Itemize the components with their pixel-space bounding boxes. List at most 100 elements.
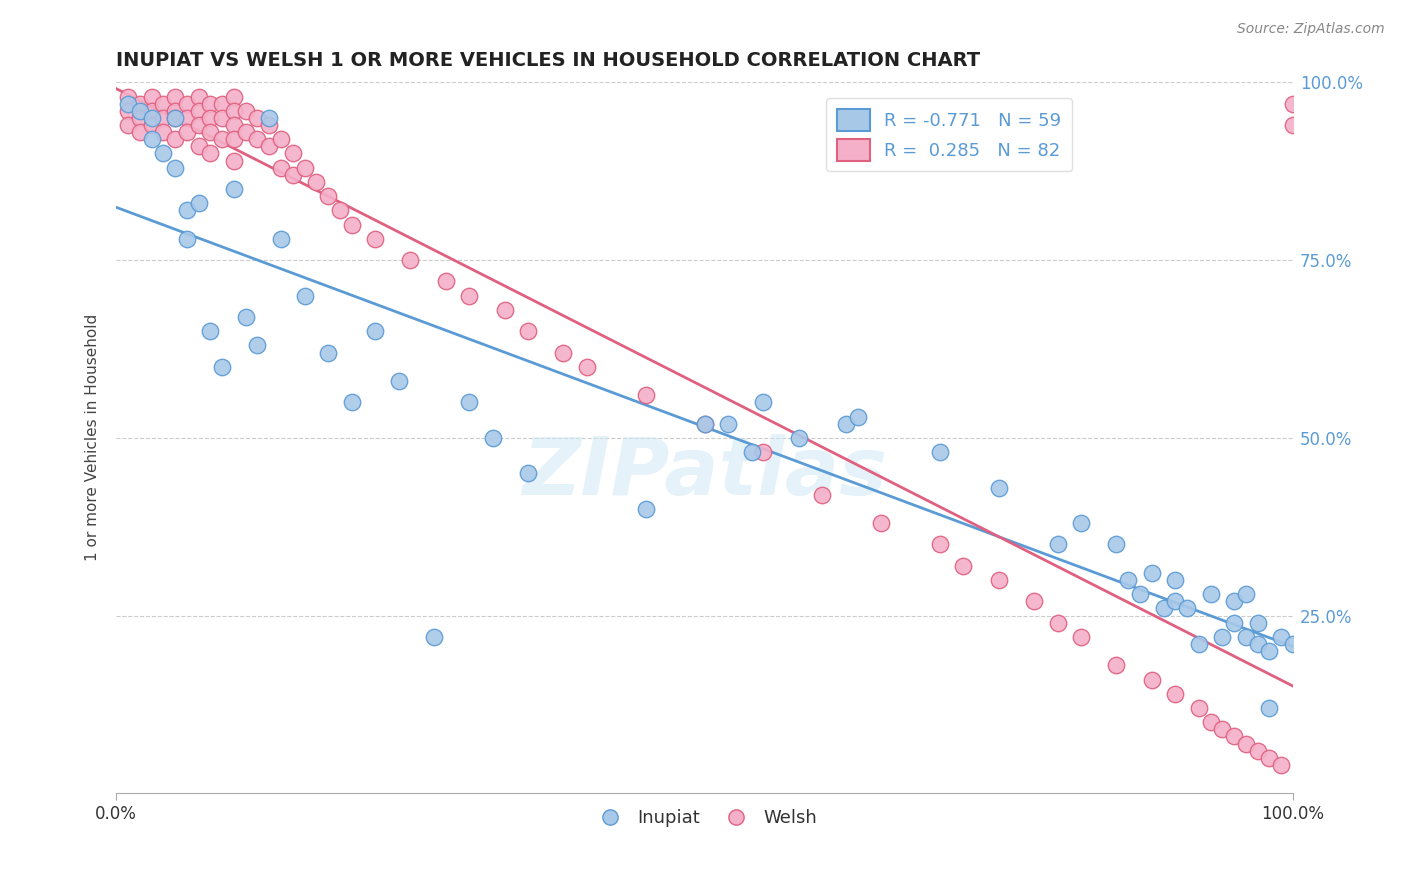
Point [517, 467, 540, 481]
Point [176, 125, 198, 139]
Point [200, 324, 222, 338]
Text: INUPIAT VS WELSH 1 OR MORE VEHICLES IN HOUSEHOLD CORRELATION CHART: INUPIAT VS WELSH 1 OR MORE VEHICLES IN H… [117, 51, 980, 70]
Point [987, 573, 1010, 587]
Point [952, 558, 974, 573]
Point [200, 96, 222, 111]
Point [752, 445, 775, 459]
Point [200, 111, 222, 125]
Point [222, 103, 245, 118]
Point [494, 302, 516, 317]
Point [1129, 587, 1152, 601]
Point [176, 203, 198, 218]
Point [458, 395, 481, 409]
Point [458, 288, 481, 302]
Point [340, 218, 363, 232]
Point [1164, 573, 1187, 587]
Text: Source: ZipAtlas.com: Source: ZipAtlas.com [1237, 22, 1385, 37]
Point [222, 132, 245, 146]
Point [634, 502, 657, 516]
Point [929, 445, 952, 459]
Point [1223, 615, 1246, 630]
Point [117, 118, 139, 132]
Point [1282, 118, 1305, 132]
Point [257, 118, 280, 132]
Point [1270, 758, 1292, 772]
Point [257, 139, 280, 153]
Point [1282, 96, 1305, 111]
Point [399, 253, 422, 268]
Point [1164, 687, 1187, 701]
Point [270, 161, 292, 175]
Point [316, 345, 339, 359]
Point [752, 395, 775, 409]
Point [200, 125, 222, 139]
Point [152, 96, 174, 111]
Point [235, 310, 257, 324]
Point [1270, 630, 1292, 644]
Point [1046, 537, 1069, 551]
Point [1070, 630, 1092, 644]
Point [1246, 637, 1268, 651]
Point [141, 103, 163, 118]
Point [316, 189, 339, 203]
Point [1258, 644, 1281, 658]
Text: ZIPatlas: ZIPatlas [522, 434, 887, 512]
Point [235, 125, 257, 139]
Point [364, 324, 387, 338]
Point [1164, 594, 1187, 608]
Point [176, 111, 198, 125]
Point [176, 232, 198, 246]
Point [717, 417, 740, 431]
Point [128, 103, 150, 118]
Point [388, 374, 411, 388]
Point [128, 96, 150, 111]
Point [187, 118, 209, 132]
Point [846, 409, 869, 424]
Point [423, 630, 446, 644]
Point [165, 111, 187, 125]
Point [187, 89, 209, 103]
Point [340, 395, 363, 409]
Point [211, 111, 233, 125]
Point [835, 417, 858, 431]
Point [222, 89, 245, 103]
Point [1153, 601, 1175, 615]
Point [929, 537, 952, 551]
Point [1188, 637, 1211, 651]
Point [257, 111, 280, 125]
Point [211, 132, 233, 146]
Point [1046, 615, 1069, 630]
Point [1234, 630, 1257, 644]
Point [128, 111, 150, 125]
Point [811, 488, 834, 502]
Point [1234, 587, 1257, 601]
Point [693, 417, 716, 431]
Point [176, 96, 198, 111]
Point [329, 203, 352, 218]
Point [1140, 673, 1163, 687]
Point [305, 175, 328, 189]
Point [553, 345, 575, 359]
Point [117, 89, 139, 103]
Point [222, 118, 245, 132]
Point [517, 324, 540, 338]
Point [1105, 537, 1128, 551]
Point [165, 132, 187, 146]
Point [1070, 516, 1092, 531]
Legend: Inupiat, Welsh: Inupiat, Welsh [585, 802, 824, 834]
Point [152, 111, 174, 125]
Point [281, 168, 304, 182]
Point [1211, 723, 1233, 737]
Point [1234, 737, 1257, 751]
Point [693, 417, 716, 431]
Point [152, 125, 174, 139]
Point [575, 359, 598, 374]
Point [270, 132, 292, 146]
Point [222, 182, 245, 196]
Point [165, 89, 187, 103]
Point [1199, 587, 1222, 601]
Point [141, 132, 163, 146]
Point [1223, 594, 1246, 608]
Point [117, 103, 139, 118]
Point [246, 132, 269, 146]
